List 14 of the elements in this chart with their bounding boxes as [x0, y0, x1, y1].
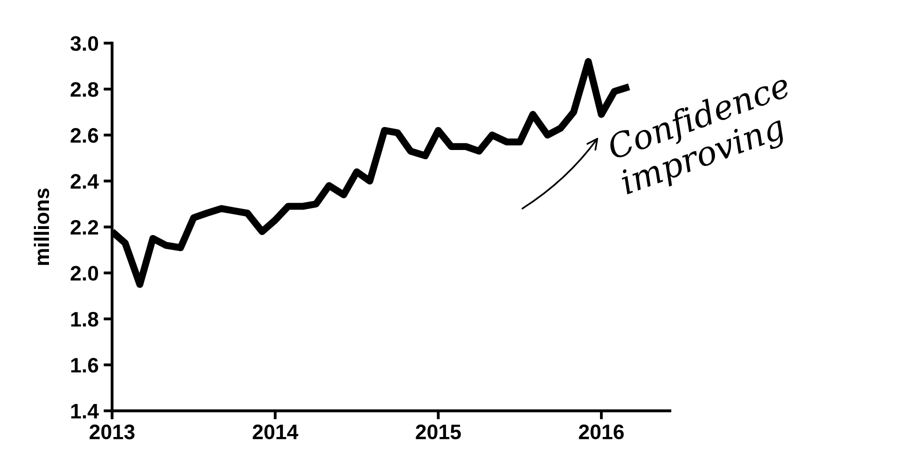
y-tick-label: 2.0: [70, 266, 98, 281]
y-tick-label: 2.2: [70, 220, 98, 235]
x-tick-label: 2014: [252, 424, 298, 440]
x-tick-label: 2016: [578, 424, 624, 440]
y-tick-label: 1.6: [71, 358, 98, 373]
x-tick-label: 2015: [416, 424, 461, 440]
y-tick-label: 1.8: [71, 312, 98, 327]
y-tick-label: 2.6: [70, 128, 98, 143]
x-tick-label: 2013: [90, 424, 135, 440]
y-tick-label: 1.4: [71, 404, 99, 418]
y-axis-title: millions: [34, 188, 50, 265]
y-tick-label: 2.4: [70, 174, 99, 189]
y-tick-label: 3.0: [70, 36, 98, 51]
y-tick-label: 2.8: [70, 82, 98, 97]
